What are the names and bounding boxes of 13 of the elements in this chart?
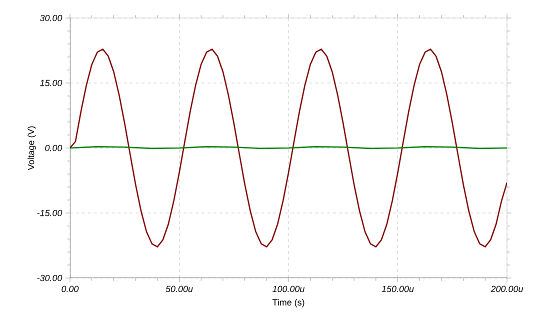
- y-tick-label: -15.00: [37, 210, 62, 216]
- x-tick-label: 100.00u: [272, 286, 305, 292]
- y-tick-label: -30.00: [37, 274, 62, 282]
- x-tick-label: 150.00u: [382, 286, 414, 292]
- y-tick-label: 15.00: [40, 80, 62, 86]
- x-axis-title: Time (s): [272, 298, 304, 308]
- x-tick-label: 0.00: [62, 286, 79, 292]
- line-series: [70, 48, 508, 248]
- y-tick-label: 0.00: [45, 144, 62, 152]
- x-tick-label: 200.00u: [490, 286, 524, 292]
- x-tick-label: 50.00u: [166, 286, 193, 292]
- y-axis-title: Voltage (V): [28, 126, 36, 170]
- y-tick-label: 30.00: [40, 14, 62, 22]
